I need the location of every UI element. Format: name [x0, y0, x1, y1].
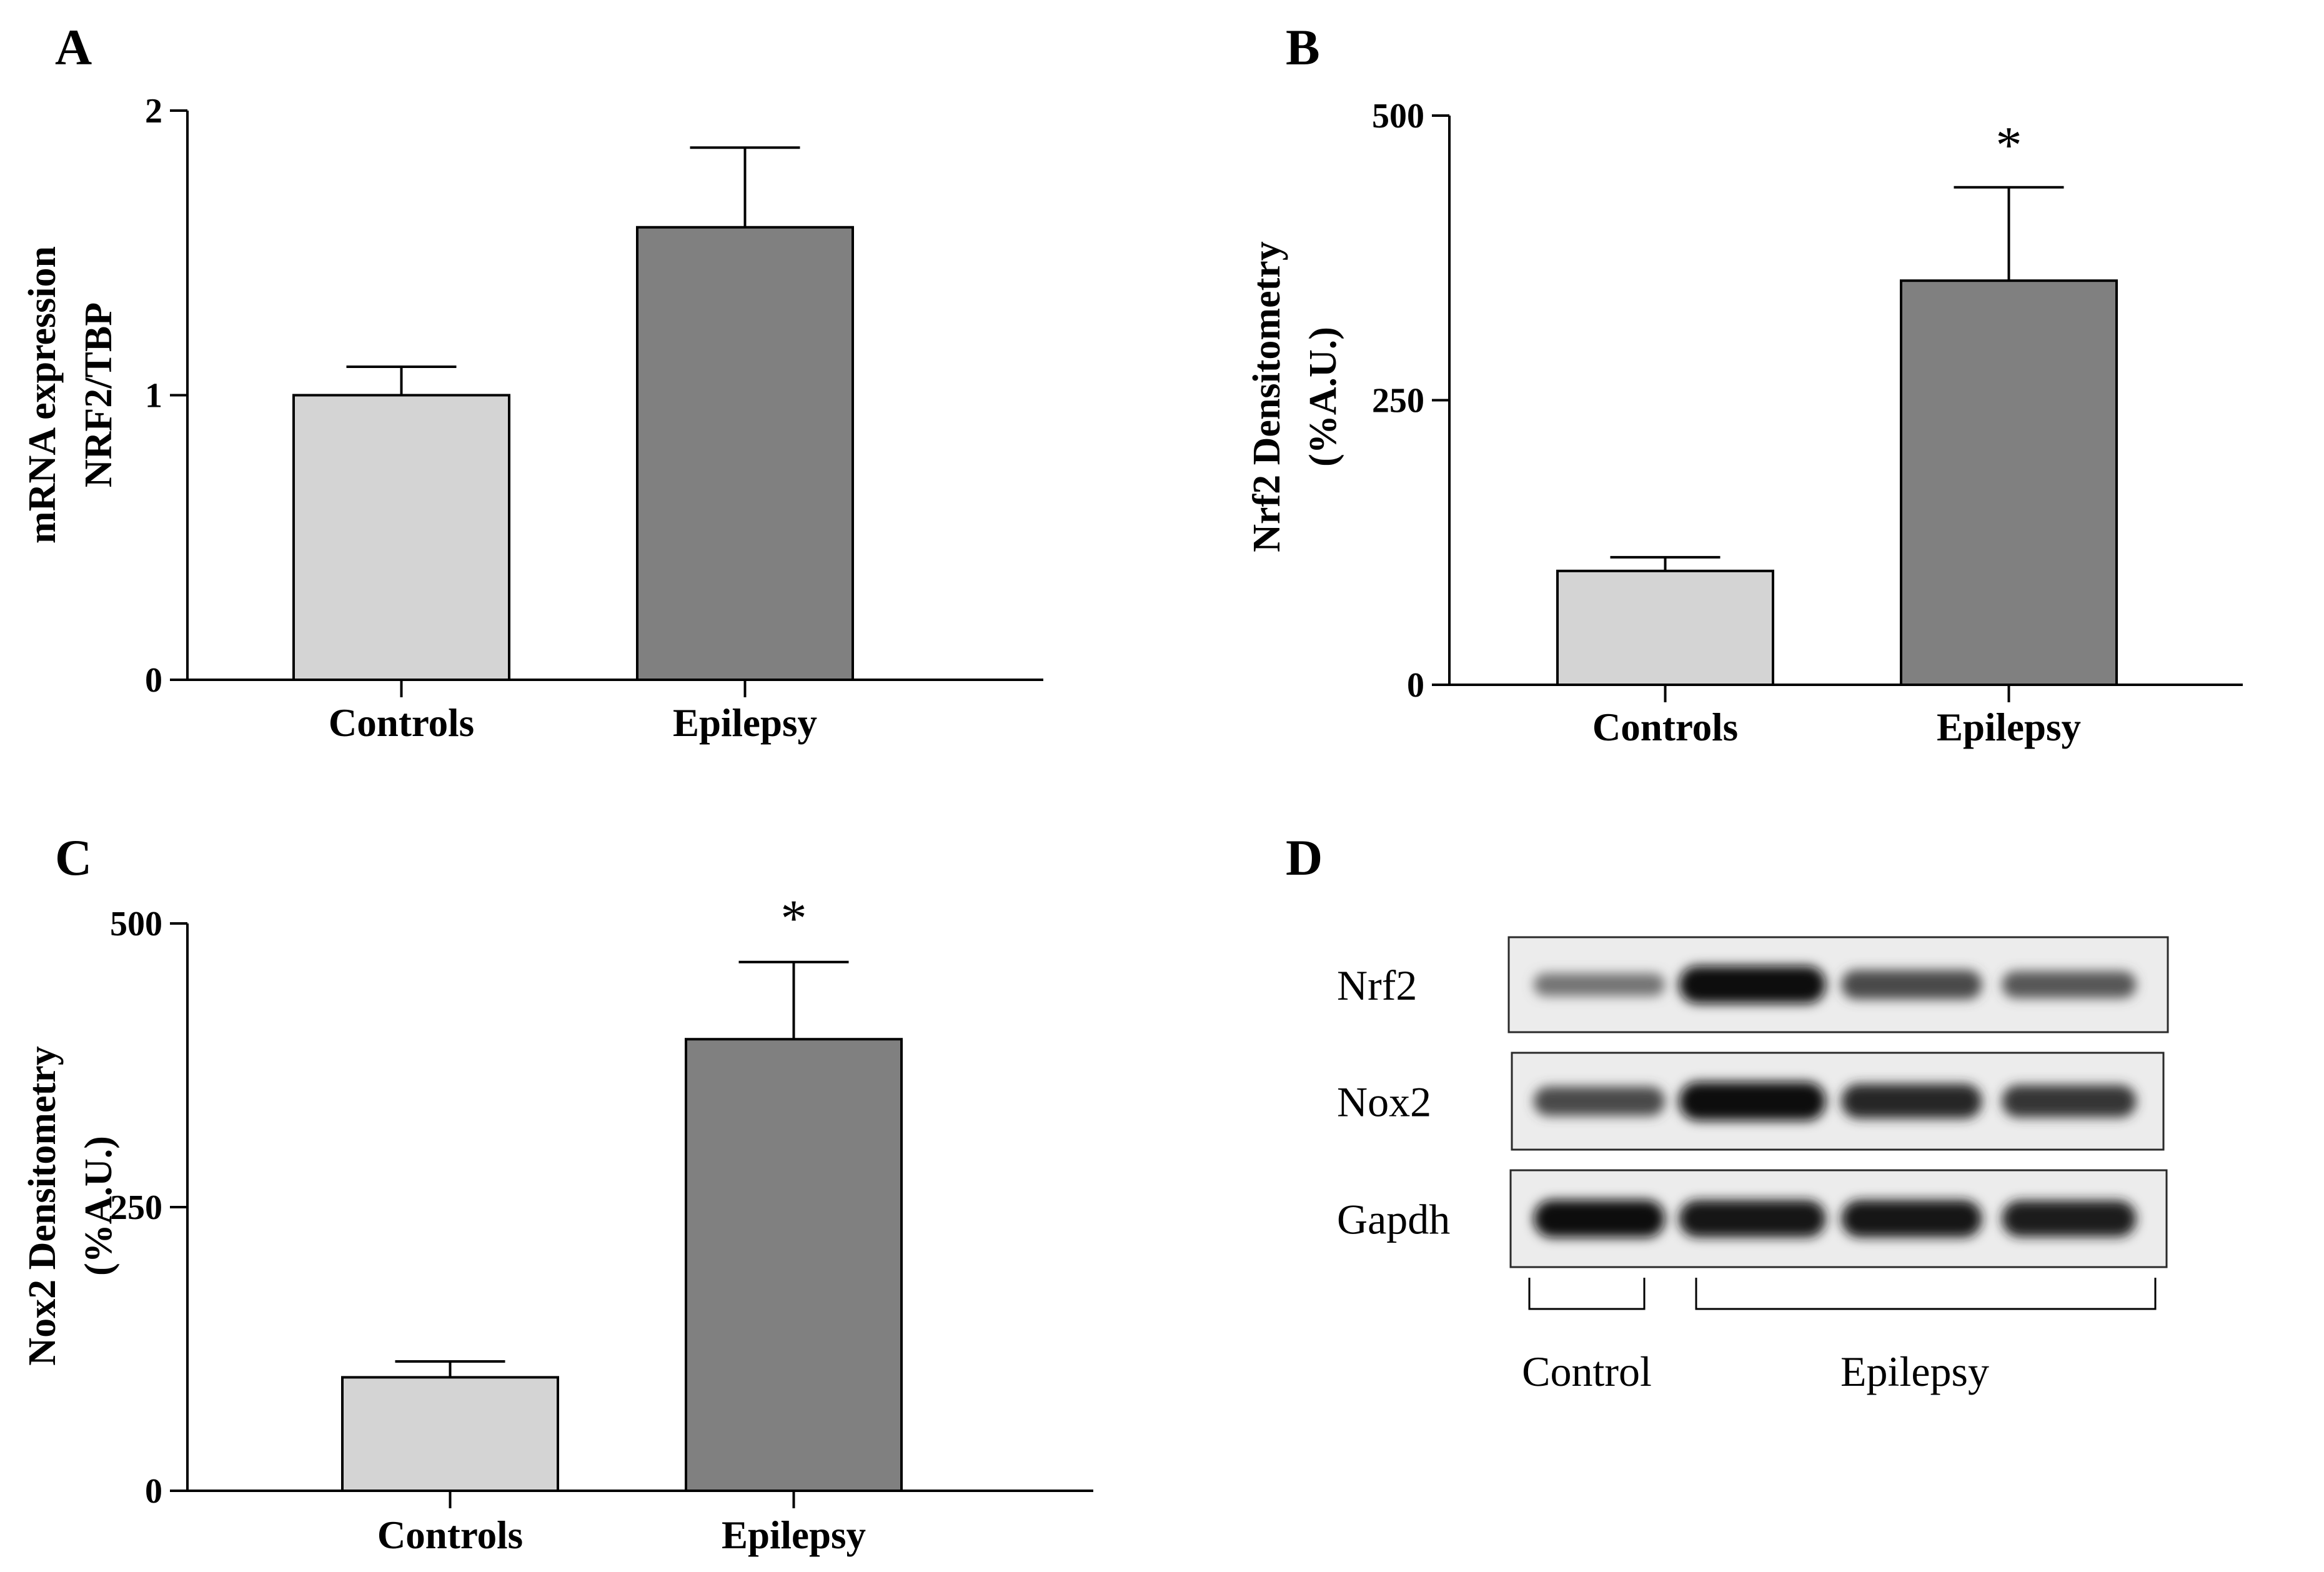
x-category-label: Controls: [1592, 705, 1738, 749]
y-tick-label: 250: [1372, 382, 1424, 420]
y-axis-label: (%A.U.): [77, 1136, 120, 1276]
group-bracket: [1695, 1278, 2157, 1310]
panel-letter: D: [1286, 829, 1323, 886]
panel-letter: B: [1286, 19, 1320, 76]
blot-band: [1679, 1082, 1826, 1121]
panel-letter: C: [55, 829, 92, 886]
blot-row-gapdh: Gapdh: [1337, 1169, 2168, 1268]
blot-band: [1841, 970, 1982, 1000]
significance-marker: *: [781, 890, 807, 948]
blot-row-label: Gapdh: [1337, 1196, 1450, 1243]
significance-marker: *: [1996, 116, 2022, 174]
y-axis-label: mRNA expression: [21, 246, 64, 544]
blot-group-epilepsy: Epilepsy: [1695, 1278, 2157, 1395]
group-label: Epilepsy: [1840, 1348, 1989, 1395]
blot-band: [1534, 973, 1665, 997]
y-tick-label: 500: [110, 905, 162, 943]
blot-row-nox2: Nox2: [1337, 1052, 2165, 1151]
y-tick-label: 0: [1407, 666, 1424, 705]
x-category-label: Controls: [329, 701, 474, 745]
bar-controls: [292, 394, 510, 681]
bar-controls: [341, 1376, 559, 1492]
y-tick-label: 0: [145, 661, 162, 700]
y-axis-label: NRF2/TBP: [77, 302, 120, 487]
y-axis-label: Nrf2 Densitometry: [1246, 241, 1288, 552]
y-axis-label: Nox2 Densitometry: [21, 1046, 64, 1365]
x-category-label: Controls: [377, 1513, 523, 1557]
blot-band: [2002, 1085, 2137, 1118]
chart-panel-c: C Nox2 Densitometry (%A.U.) 0 250 500 Controls…: [21, 829, 1093, 1557]
blot-band: [2002, 971, 2137, 998]
y-axis-label: (%A.U.): [1302, 327, 1344, 467]
group-label: Control: [1522, 1348, 1652, 1395]
group-bracket: [1528, 1278, 1646, 1310]
blot-band: [1534, 1200, 1665, 1238]
bar-epilepsy: [1900, 279, 2118, 686]
chart-panel-b: B Nrf2 Densitometry (%A.U.) 0 250 500 Controls…: [1246, 19, 2243, 749]
blot-band: [1841, 1083, 1982, 1119]
western-blot-panel: D Nrf2 Nox2 Gapdh Control Epilepsy: [1286, 829, 2169, 1395]
y-tick-label: 1: [145, 377, 162, 415]
bar-epilepsy: [636, 226, 854, 681]
blot-band: [1679, 1200, 1826, 1238]
blot-band: [1841, 1200, 1982, 1238]
x-category-label: Epilepsy: [673, 701, 817, 745]
y-tick-label: 2: [145, 92, 162, 131]
blot-band: [2002, 1200, 2137, 1237]
panel-letter: A: [55, 19, 92, 76]
blot-group-control: Control: [1522, 1278, 1652, 1395]
blot-row-label: Nrf2: [1337, 962, 1417, 1009]
blot-band: [1534, 1087, 1665, 1116]
bar-epilepsy: [685, 1038, 903, 1493]
x-category-label: Epilepsy: [1937, 705, 2081, 749]
y-tick-label: 500: [1372, 97, 1424, 136]
blot-row-label: Nox2: [1337, 1078, 1431, 1126]
bar-controls: [1556, 569, 1774, 686]
y-tick-label: 0: [145, 1472, 162, 1511]
blot-band: [1679, 965, 1826, 1004]
x-category-label: Epilepsy: [722, 1513, 866, 1557]
blot-row-nrf2: Nrf2: [1337, 936, 2169, 1033]
y-tick-label: 250: [110, 1188, 162, 1227]
